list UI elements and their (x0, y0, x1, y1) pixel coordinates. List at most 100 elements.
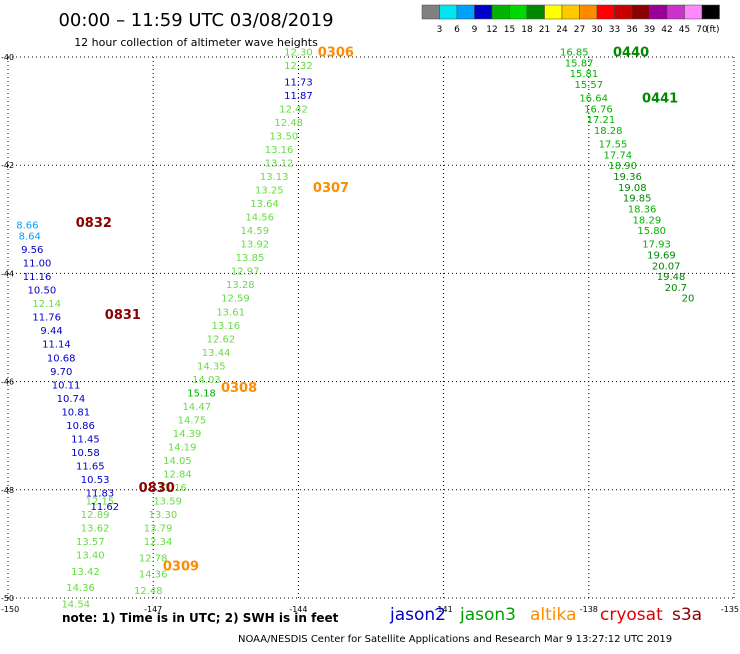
color-scale-swatch (649, 4, 668, 20)
swh-value: 12.48 (274, 118, 303, 129)
swh-value: 12.78 (139, 553, 168, 564)
time-label: 0440 (613, 46, 649, 61)
swh-value: 13.30 (149, 510, 178, 521)
swh-value: 14.47 (182, 402, 211, 413)
color-scale-label: 30 (591, 25, 603, 35)
time-label: 0309 (163, 560, 199, 575)
swh-value: 18.28 (594, 126, 623, 137)
swh-value: 15.87 (565, 58, 594, 69)
swh-value: 11.83 (86, 489, 115, 500)
swh-value: 10.50 (28, 286, 57, 297)
color-scale-swatch (561, 4, 580, 20)
legend-cryosat: cryosat (600, 605, 663, 625)
swh-value: 17.74 (604, 150, 633, 161)
swh-value: 13.44 (202, 348, 231, 359)
color-scale-swatch (631, 4, 650, 20)
color-scale-swatch (526, 4, 545, 20)
legend-jason3: jason3 (460, 605, 516, 625)
lon-tick-label: -138 (580, 605, 598, 614)
swh-value: 10.53 (81, 475, 110, 486)
swh-value: 15.57 (574, 80, 603, 91)
track-jason3-descending: 12.15 12.89 13.62 13.57 13.40 13.42 14.36 14.54… (61, 481, 174, 610)
swh-value: 14.59 (241, 226, 270, 237)
lat-lon-grid (7, 56, 735, 599)
swh-value: 13.79 (144, 524, 173, 535)
color-scale-swatch (509, 4, 528, 20)
time-label: 0308 (221, 381, 257, 396)
swh-value: 12.34 (144, 537, 173, 548)
swh-value: 10.58 (71, 448, 100, 459)
swh-value: 17.55 (599, 140, 628, 151)
color-scale-label: 70 (696, 25, 708, 35)
swh-value: 13.62 (81, 524, 110, 535)
lat-tick-label: -40 (1, 53, 14, 62)
legend-jason2: jason2 (390, 605, 446, 625)
map-subtitle: 12 hour collection of altimeter wave hei… (74, 36, 318, 49)
color-scale-swatch (421, 4, 440, 20)
swh-value: 18.29 (633, 215, 662, 226)
time-label: 0306 (318, 46, 354, 61)
swh-value: 11.76 (32, 313, 61, 324)
swh-value: 11.73 (284, 77, 313, 88)
swh-value: 13.12 (265, 158, 294, 169)
swh-value: 13.57 (76, 537, 105, 548)
swh-value: 10.81 (61, 407, 90, 418)
color-scale-label: 15 (504, 25, 515, 35)
swh-value: 13.13 (260, 172, 289, 183)
swh-value: 14.36 (66, 583, 95, 594)
swh-value: 9.70 (50, 367, 72, 378)
time-label: 0307 (313, 181, 349, 196)
color-scale-label: 42 (661, 25, 672, 35)
swh-value: 13.61 (216, 307, 245, 318)
lon-tick-label: -144 (289, 605, 307, 614)
color-scale-label: 24 (556, 25, 568, 35)
color-scale-unit: (ft) (706, 25, 720, 35)
swh-value: 13.40 (76, 551, 105, 562)
color-scale: 3 6 9 12 15 18 21 24 27 30 33 36 39 42 45 70 (421, 4, 720, 35)
map-title: 00:00 – 11:59 UTC 03/08/2019 (58, 10, 333, 31)
satellite-tracks: 12.30 12.32 11.73 11.87 12.42 12.48 13.50 13.16… (16, 46, 694, 611)
track-jason2-descending: 8.668.64 9.56 11.00 11.16 10.50 12.14 11.76 9.4… (16, 216, 141, 513)
swh-value: 19.85 (623, 194, 652, 205)
legend-s3a: s3a (672, 605, 703, 625)
color-scale-swatch (579, 4, 598, 20)
lat-tick-label: -48 (1, 486, 14, 495)
color-scale-swatch (474, 4, 493, 20)
swh-value: 18.36 (628, 204, 657, 215)
swh-value: 19.48 (657, 272, 686, 283)
swh-value: 9.56 (21, 245, 43, 256)
swh-value: 15.81 (570, 69, 599, 80)
color-scale-label: 21 (539, 25, 550, 35)
color-scale-label: 39 (644, 25, 656, 35)
swh-value: 19.69 (647, 250, 676, 261)
swh-value: 8.64 (19, 232, 41, 243)
swh-value: 10.68 (47, 353, 76, 364)
swh-value: 14.75 (178, 415, 207, 426)
time-label: 0441 (642, 92, 678, 107)
swh-value: 12.42 (279, 104, 308, 115)
lat-tick-label: -44 (1, 269, 14, 278)
color-scale-label: 9 (472, 25, 478, 35)
swh-value: 14.39 (173, 429, 202, 440)
color-scale-label: 12 (486, 25, 497, 35)
swh-value: 13.25 (255, 186, 284, 197)
swh-value: 13.16 (211, 321, 240, 332)
swh-value: 12.15 (86, 497, 115, 508)
footer-note: note: 1) Time is in UTC; 2) SWH is in fe… (62, 611, 339, 625)
track-altika-descending: 12.30 12.32 11.73 11.87 12.42 12.48 13.50 13.16… (134, 46, 354, 597)
swh-value: 13.28 (226, 280, 255, 291)
swh-value: 11.00 (23, 259, 52, 270)
swh-value: 15.80 (637, 226, 666, 237)
swh-value: 17.21 (587, 115, 616, 126)
lon-tick-label: -147 (144, 605, 162, 614)
swh-value: 13.16 (265, 145, 294, 156)
swh-value: 11.87 (284, 91, 313, 102)
color-scale-swatch (439, 4, 458, 20)
swh-value: 13.59 (153, 497, 182, 508)
swh-value: 12.30 (284, 48, 313, 59)
swh-value: 18.90 (608, 161, 637, 172)
color-scale-swatch (596, 4, 615, 20)
lat-tick-label: -46 (1, 378, 14, 387)
